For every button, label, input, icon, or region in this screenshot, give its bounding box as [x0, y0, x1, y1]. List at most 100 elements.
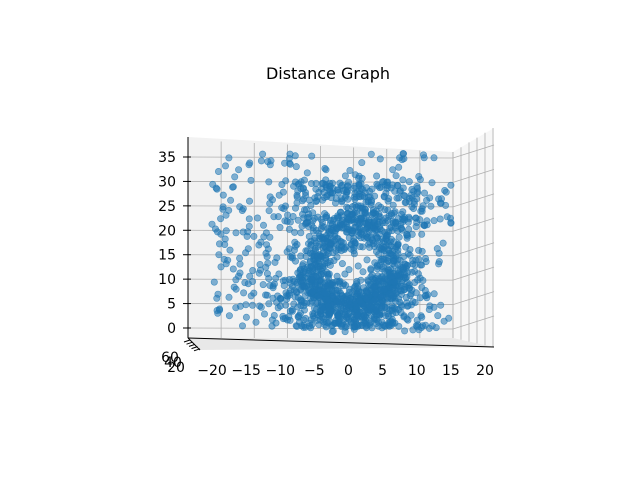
- data-point: [395, 163, 403, 171]
- data-point: [367, 273, 375, 281]
- data-point: [312, 226, 320, 234]
- data-point: [236, 260, 244, 268]
- data-point: [337, 182, 345, 190]
- data-point: [259, 150, 267, 158]
- data-point: [259, 281, 267, 289]
- data-point: [265, 274, 273, 282]
- data-point: [401, 327, 409, 335]
- data-point: [285, 155, 293, 163]
- data-point: [369, 298, 377, 306]
- data-point: [330, 224, 338, 232]
- data-point: [423, 217, 431, 225]
- data-point: [384, 246, 392, 254]
- data-point: [337, 208, 345, 216]
- data-point: [300, 323, 308, 331]
- data-point: [272, 319, 280, 327]
- data-point: [397, 301, 405, 309]
- data-point: [379, 321, 387, 329]
- data-point: [260, 310, 268, 318]
- data-point: [275, 270, 283, 278]
- z-tick-label-5: 25: [158, 199, 176, 215]
- x-tick-label-5: 5: [378, 363, 387, 379]
- data-point: [306, 319, 314, 327]
- data-point: [436, 199, 444, 207]
- data-point: [377, 292, 385, 300]
- data-point: [309, 273, 317, 281]
- data-point: [269, 294, 277, 302]
- data-point: [430, 154, 438, 162]
- data-point: [307, 242, 315, 250]
- data-point: [356, 297, 364, 305]
- data-point: [362, 324, 370, 332]
- data-point: [340, 305, 348, 313]
- data-point: [303, 169, 311, 177]
- data-point: [346, 167, 354, 175]
- data-point: [403, 315, 411, 323]
- data-point: [235, 272, 243, 280]
- data-point: [418, 247, 426, 255]
- data-point: [222, 211, 230, 219]
- data-point: [333, 272, 341, 280]
- data-point: [389, 256, 397, 264]
- side-pane: [453, 128, 494, 347]
- data-point: [375, 210, 383, 218]
- data-point: [225, 293, 233, 301]
- data-point: [389, 201, 397, 209]
- data-point: [262, 291, 270, 299]
- data-point: [246, 159, 254, 167]
- data-point: [385, 266, 393, 274]
- data-point: [281, 217, 289, 225]
- data-point: [225, 312, 233, 320]
- data-point: [278, 181, 286, 189]
- data-point: [322, 176, 330, 184]
- data-point: [320, 194, 328, 202]
- data-point: [405, 178, 413, 186]
- data-point: [365, 302, 373, 310]
- data-point: [244, 228, 252, 236]
- data-point: [349, 237, 357, 245]
- data-point: [270, 311, 278, 319]
- data-point: [236, 254, 244, 262]
- data-point: [314, 213, 322, 221]
- data-point: [384, 197, 392, 205]
- data-point: [219, 205, 227, 213]
- data-point: [216, 240, 224, 248]
- data-point: [249, 301, 257, 309]
- data-point: [254, 214, 262, 222]
- z-tick-label-4: 20: [158, 223, 176, 239]
- data-point: [285, 245, 293, 253]
- data-point: [368, 211, 376, 219]
- data-point: [305, 287, 313, 295]
- data-point: [302, 253, 310, 261]
- data-point: [330, 281, 338, 289]
- data-point: [420, 189, 428, 197]
- data-point: [419, 151, 427, 159]
- data-point: [314, 193, 322, 201]
- data-point: [358, 204, 366, 212]
- data-point: [286, 160, 294, 168]
- data-point: [213, 306, 221, 314]
- data-point: [235, 166, 243, 174]
- data-point: [357, 214, 365, 222]
- data-point: [443, 213, 451, 221]
- data-point: [249, 266, 257, 274]
- data-point: [421, 286, 429, 294]
- data-point: [288, 254, 296, 262]
- data-point: [442, 188, 450, 196]
- data-point: [436, 215, 444, 223]
- data-point: [350, 250, 358, 258]
- data-point: [349, 203, 357, 211]
- data-point: [331, 319, 339, 327]
- data-point: [337, 238, 345, 246]
- data-point: [263, 253, 271, 261]
- data-point: [399, 184, 407, 192]
- data-point: [324, 296, 332, 304]
- data-point: [430, 290, 438, 298]
- data-point: [210, 278, 218, 286]
- data-point: [229, 183, 237, 191]
- data-point: [378, 304, 386, 312]
- y-tick-4: [193, 348, 201, 352]
- data-point: [212, 184, 220, 192]
- chart-title: Distance Graph: [266, 64, 390, 83]
